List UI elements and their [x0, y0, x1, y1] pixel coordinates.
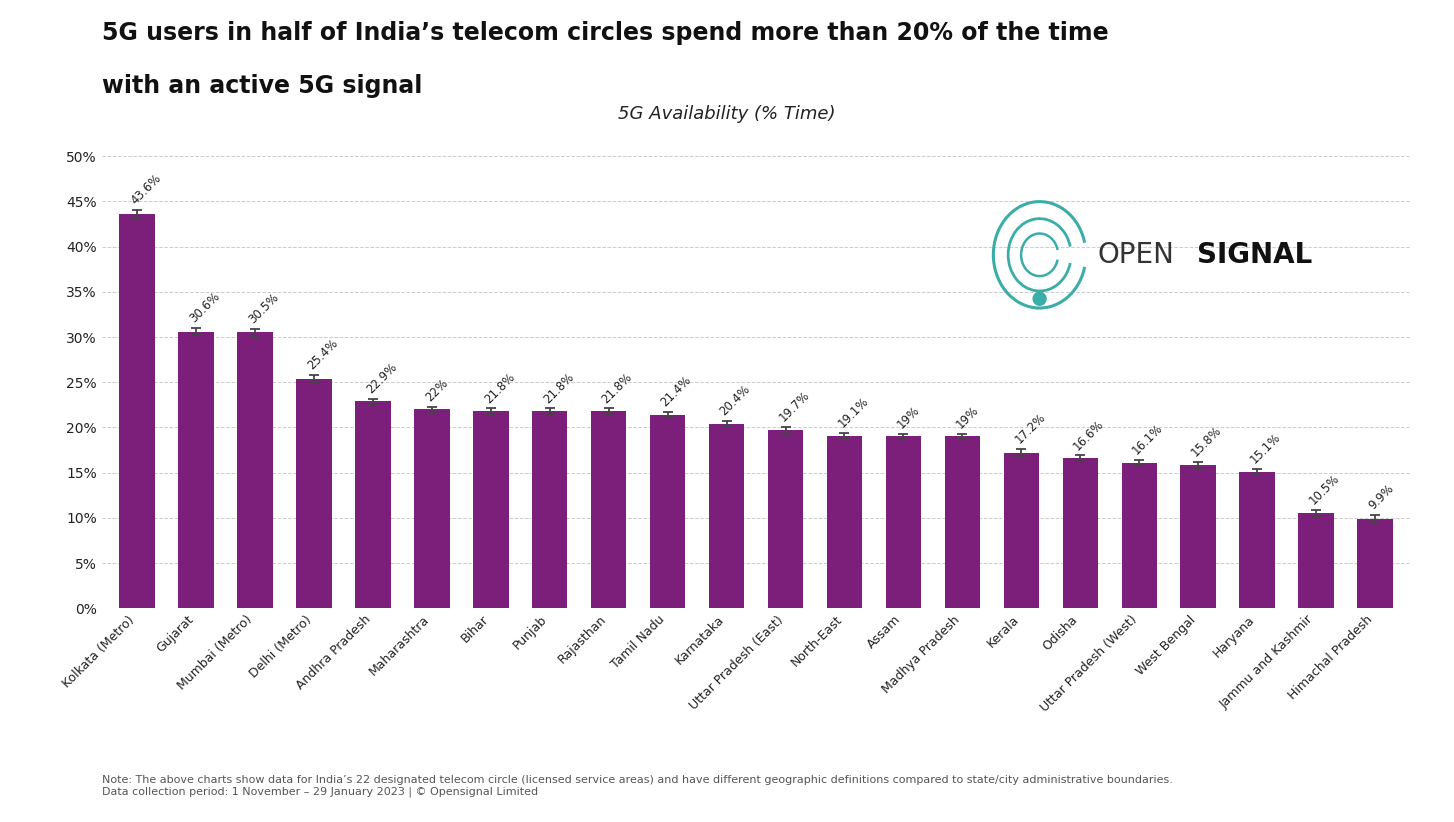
Text: 25.4%: 25.4%: [305, 337, 340, 372]
Bar: [1063, 458, 1098, 608]
Text: 19.7%: 19.7%: [776, 388, 811, 424]
Text: 21.8%: 21.8%: [481, 370, 518, 406]
Text: 30.6%: 30.6%: [188, 290, 222, 326]
Text: SIGNAL: SIGNAL: [1197, 241, 1312, 269]
Bar: [827, 436, 862, 608]
Text: 15.8%: 15.8%: [1189, 423, 1224, 459]
Text: Note: The above charts show data for India’s 22 designated telecom circle (licen: Note: The above charts show data for Ind…: [102, 775, 1173, 797]
Text: 43.6%: 43.6%: [128, 171, 163, 207]
Bar: [237, 332, 273, 608]
Bar: [297, 379, 332, 608]
Text: 21.8%: 21.8%: [541, 370, 576, 406]
Bar: [1239, 472, 1275, 608]
Bar: [768, 430, 803, 608]
Text: 16.1%: 16.1%: [1130, 422, 1166, 457]
Text: 20.4%: 20.4%: [717, 383, 753, 418]
Bar: [710, 424, 744, 608]
Text: 30.5%: 30.5%: [246, 291, 281, 326]
Text: 15.1%: 15.1%: [1248, 431, 1284, 466]
Text: 22%: 22%: [423, 376, 451, 404]
Text: 16.6%: 16.6%: [1072, 417, 1106, 453]
Circle shape: [1034, 293, 1045, 305]
Text: 19%: 19%: [894, 404, 922, 431]
Text: 19%: 19%: [954, 404, 981, 431]
Bar: [650, 415, 685, 608]
Bar: [179, 331, 214, 608]
Text: 5G users in half of India’s telecom circles spend more than 20% of the time: 5G users in half of India’s telecom circ…: [102, 21, 1108, 44]
Text: 10.5%: 10.5%: [1307, 472, 1342, 507]
Bar: [1298, 513, 1333, 608]
Bar: [1121, 463, 1157, 608]
Text: 17.2%: 17.2%: [1012, 411, 1048, 446]
Text: 19.1%: 19.1%: [835, 395, 871, 430]
Text: 9.9%: 9.9%: [1365, 483, 1396, 512]
Bar: [119, 214, 154, 608]
Text: 22.9%: 22.9%: [364, 360, 400, 395]
Bar: [945, 436, 980, 608]
Bar: [473, 411, 509, 608]
Bar: [532, 411, 567, 608]
Text: with an active 5G signal: with an active 5G signal: [102, 74, 422, 98]
Bar: [1358, 519, 1393, 608]
Text: OPEN: OPEN: [1098, 241, 1175, 269]
Bar: [414, 409, 449, 608]
Bar: [885, 436, 922, 608]
Text: 5G Availability (% Time): 5G Availability (% Time): [618, 105, 836, 123]
Text: 21.8%: 21.8%: [599, 370, 635, 406]
Bar: [590, 411, 627, 608]
Bar: [355, 401, 391, 608]
Text: 21.4%: 21.4%: [659, 374, 694, 409]
Bar: [1181, 465, 1216, 608]
Bar: [1003, 453, 1040, 608]
